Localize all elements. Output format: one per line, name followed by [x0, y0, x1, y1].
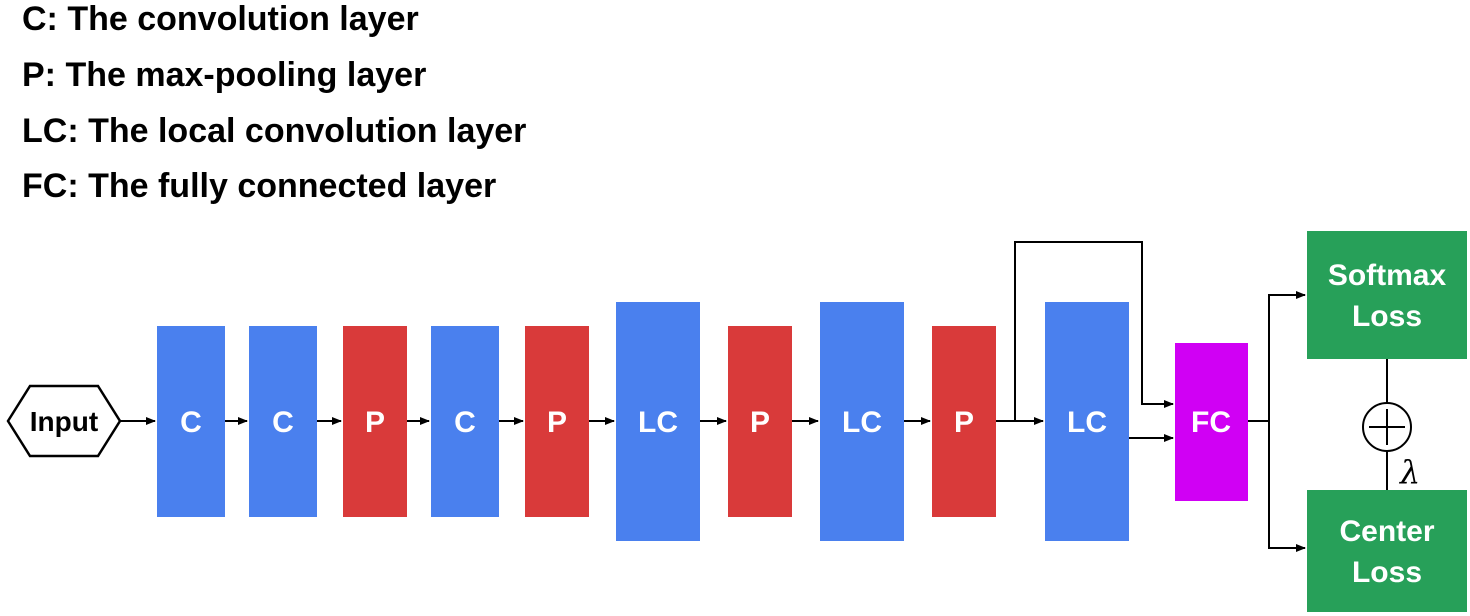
layer-c-3: [431, 326, 499, 517]
layer-c-2-label: C: [272, 406, 294, 439]
layer-p-1-label: P: [365, 406, 385, 439]
center-loss-label-2: Loss: [1352, 556, 1422, 589]
layer-p-1: [343, 326, 407, 517]
plus-circle-icon: [1362, 402, 1412, 452]
softmax-loss-label-2: Loss: [1352, 300, 1422, 333]
layer-blocks: C C P C P LC P LC P LC: [157, 302, 1129, 541]
layer-p-2-label: P: [547, 406, 567, 439]
layer-p-2: [525, 326, 589, 517]
layer-c-2: [249, 326, 317, 517]
center-loss-block: [1307, 490, 1467, 612]
layer-lc-2-label: LC: [842, 406, 882, 439]
legend-local-conv: LC: The local convolution layer: [22, 112, 527, 150]
layer-p-4: [932, 326, 996, 517]
layer-lc-3-label: LC: [1067, 406, 1107, 439]
skip-connection-arrow: [1014, 241, 1174, 421]
lambda-weight: λ: [1398, 453, 1420, 491]
softmax-loss-label-1: Softmax: [1328, 259, 1447, 292]
layer-p-3-label: P: [750, 406, 770, 439]
layer-lc-3: [1045, 302, 1129, 541]
layer-fc: [1175, 343, 1248, 501]
layer-p-4-label: P: [954, 406, 974, 439]
layer-c-1: [157, 326, 225, 517]
input-label: Input: [30, 406, 98, 437]
layer-lc-1: [616, 302, 700, 541]
center-loss-label-1: Center: [1339, 515, 1434, 548]
connection-arrows: [120, 241, 1388, 552]
layer-p-3: [728, 326, 792, 517]
layer-c-3-label: C: [454, 406, 476, 439]
arrow-fc-center: [1268, 421, 1306, 552]
legend-conv: C: The convolution layer: [22, 0, 419, 38]
legend-fc: FC: The fully connected layer: [22, 167, 497, 205]
arrow-fc-softmax: [1268, 291, 1306, 421]
layer-c-1-label: C: [180, 406, 202, 439]
layer-fc-label: FC: [1191, 406, 1231, 439]
layer-lc-2: [820, 302, 904, 541]
legend-pool: P: The max-pooling layer: [22, 56, 427, 94]
input-node: Input: [6, 384, 122, 458]
softmax-loss-block: [1307, 231, 1467, 359]
layer-lc-1-label: LC: [638, 406, 678, 439]
